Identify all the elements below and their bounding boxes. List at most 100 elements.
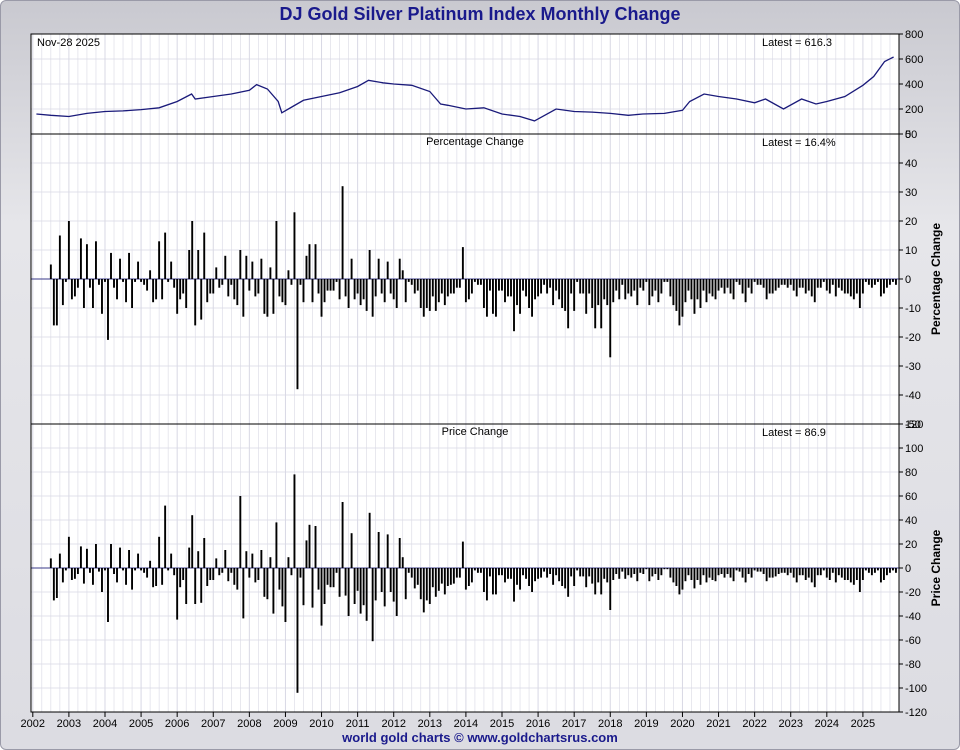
- bar-mark: [492, 568, 494, 595]
- bar-mark: [350, 258, 353, 279]
- bar-mark: [338, 568, 341, 597]
- bar-mark: [783, 568, 786, 573]
- bar-mark: [52, 279, 55, 326]
- bar-mark: [362, 279, 365, 300]
- bar-mark: [777, 279, 780, 288]
- bar-mark: [567, 279, 570, 329]
- y-tick-label: -30: [905, 361, 921, 373]
- bar-mark: [882, 568, 885, 580]
- bar-mark: [627, 568, 630, 576]
- bar-mark: [125, 568, 127, 585]
- latest-label: Latest = 16.4%: [762, 137, 836, 149]
- bar-mark: [564, 279, 567, 311]
- bar-mark: [654, 568, 657, 574]
- bar-mark: [191, 221, 194, 279]
- bar-mark: [404, 568, 407, 600]
- bar-mark: [504, 279, 506, 303]
- bar-mark: [476, 279, 479, 285]
- bar-mark: [834, 568, 837, 583]
- bar-mark: [161, 568, 164, 585]
- x-tick-label: 2009: [273, 718, 297, 730]
- bar-mark: [383, 279, 386, 303]
- bar-mark: [401, 270, 404, 279]
- bar-mark: [546, 568, 549, 578]
- bar-mark: [744, 279, 747, 303]
- bar-mark: [182, 568, 185, 580]
- bar-mark: [290, 279, 293, 285]
- x-tick-label: 2020: [670, 718, 694, 730]
- bar-mark: [684, 568, 687, 582]
- bar-mark: [747, 279, 750, 288]
- bar-mark: [140, 568, 143, 571]
- bar-mark: [750, 279, 753, 294]
- y-tick-label: -50: [905, 419, 921, 431]
- bar-mark: [531, 279, 534, 317]
- bar-mark: [218, 568, 221, 576]
- bar-mark: [272, 279, 275, 314]
- bar-mark: [431, 279, 434, 297]
- bar-mark: [380, 568, 383, 592]
- bar-mark: [377, 532, 380, 568]
- bar-mark: [630, 279, 633, 297]
- bar-mark: [624, 279, 627, 300]
- bar-mark: [64, 568, 67, 571]
- bar-mark: [564, 568, 567, 589]
- bar-mark: [152, 568, 155, 588]
- bar-mark: [870, 568, 873, 576]
- x-tick-label: 2016: [526, 718, 550, 730]
- bar-mark: [789, 568, 792, 573]
- bar-mark: [892, 568, 894, 571]
- bar-mark: [804, 279, 807, 294]
- bar-mark: [705, 279, 708, 303]
- bar-mark: [645, 279, 648, 282]
- bar-mark: [750, 568, 753, 578]
- x-tick-label: 2019: [634, 718, 658, 730]
- y-tick-label: 600: [905, 54, 923, 66]
- bar-mark: [588, 568, 591, 577]
- bar-mark: [146, 279, 149, 291]
- bar-mark: [618, 279, 621, 300]
- bar-mark: [729, 279, 732, 294]
- bar-mark: [419, 568, 422, 600]
- bar-mark: [696, 279, 699, 300]
- bar-mark: [422, 279, 425, 317]
- bar-mark: [615, 279, 618, 291]
- bar-mark: [197, 551, 200, 568]
- y-tick-label: 120: [905, 419, 923, 431]
- bar-mark: [308, 244, 311, 279]
- bar-mark: [855, 568, 858, 580]
- bar-mark: [855, 279, 858, 294]
- y-tick-label: -20: [905, 587, 921, 599]
- bar-mark: [55, 568, 58, 598]
- bar-mark: [849, 568, 852, 583]
- bar-mark: [98, 279, 100, 285]
- bar-mark: [200, 279, 203, 320]
- bar-mark: [158, 241, 161, 279]
- y-tick-label: -120: [905, 707, 927, 719]
- bar-mark: [600, 279, 603, 329]
- bar-mark: [834, 279, 837, 297]
- bar-mark: [795, 279, 798, 297]
- bar-mark: [116, 568, 118, 583]
- bar-mark: [257, 568, 260, 580]
- bar-mark: [895, 279, 897, 285]
- bar-mark: [690, 568, 693, 580]
- bar-mark: [275, 522, 278, 568]
- bar-mark: [738, 279, 741, 285]
- bar-mark: [428, 568, 431, 604]
- bar-mark: [537, 279, 540, 297]
- bar-mark: [849, 279, 852, 297]
- bar-mark: [672, 279, 675, 306]
- bar-mark: [816, 279, 819, 288]
- bar-mark: [488, 279, 491, 291]
- bar-mark: [350, 533, 353, 568]
- bar-mark: [549, 568, 552, 574]
- bar-mark: [540, 279, 543, 294]
- bar-mark: [434, 279, 437, 311]
- bar-mark: [110, 252, 112, 279]
- bar-mark: [338, 279, 341, 300]
- bar-mark: [693, 279, 696, 314]
- bar-mark: [416, 279, 419, 291]
- bar-mark: [479, 568, 482, 573]
- bar-mark: [323, 279, 326, 303]
